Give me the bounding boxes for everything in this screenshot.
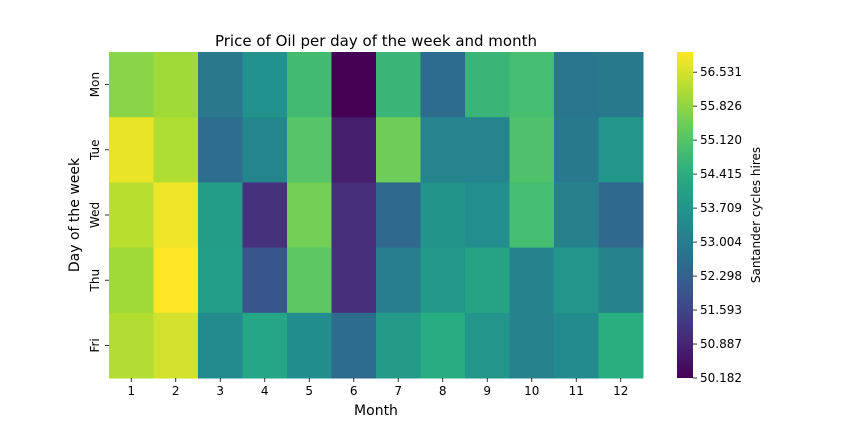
heatmap-cell (109, 312, 154, 379)
y-tick-label: Wed (88, 202, 102, 228)
x-tick-label: 8 (439, 384, 447, 398)
colorbar-tick-label: 56.531 (700, 65, 742, 79)
x-axis-ticks: 1 2 3 4 5 6 7 8 9 10 11 12 (127, 378, 628, 398)
heatmap-cell (331, 247, 377, 314)
heatmap-cell (198, 117, 243, 183)
colorbar-tick-label: 51.593 (700, 303, 742, 317)
x-tick-label: 1 (127, 384, 135, 398)
heatmap-cell (420, 182, 466, 249)
heatmap-cell (287, 247, 332, 314)
colorbar-tick-label: 54.415 (700, 167, 742, 181)
heatmap-cell (198, 247, 243, 314)
heatmap-cell (420, 52, 466, 118)
heatmap-cell (554, 182, 599, 249)
heatmap-cell (509, 247, 555, 314)
colorbar-tick-label: 50.887 (700, 337, 742, 351)
colorbar-tick-label: 52.298 (700, 269, 742, 283)
x-tick-label: 12 (613, 384, 628, 398)
heatmap-cell (153, 52, 199, 118)
colorbar-label: Santander cycles hires (749, 147, 763, 283)
heatmap-cell (554, 52, 599, 118)
heatmap-cell (465, 247, 510, 314)
x-axis-label: Month (354, 403, 398, 419)
heatmap-cell (198, 182, 243, 249)
x-tick-label: 6 (350, 384, 358, 398)
heatmap-cell (287, 52, 332, 118)
y-tick-label: Tue (88, 140, 102, 162)
heatmap-cell (554, 247, 599, 314)
heatmap-cell (109, 182, 154, 249)
heatmap-cell (242, 52, 288, 118)
heatmap-cell (598, 52, 644, 118)
heatmap-cell (509, 312, 555, 379)
x-tick-label: 7 (394, 384, 402, 398)
heatmap-cell (554, 117, 599, 183)
y-axis-label: Day of the week (67, 157, 83, 272)
heatmap-cell (331, 312, 377, 379)
x-tick-label: 2 (172, 384, 180, 398)
heatmap-cell (153, 312, 199, 379)
heatmap-cell (420, 312, 466, 379)
heatmap-cell (153, 247, 199, 314)
heatmap-cell (331, 52, 377, 118)
heatmap-cell (598, 247, 644, 314)
colorbar-ticks: 56.531 55.826 55.120 54.415 53.709 53.004 52.2… (693, 65, 742, 385)
x-tick-label: 11 (569, 384, 584, 398)
colorbar-tick-label: 50.182 (700, 371, 742, 385)
heatmap-cell (242, 247, 288, 314)
heatmap-cell (109, 117, 154, 183)
heatmap-cell (465, 182, 510, 249)
heatmap-cell (287, 312, 332, 379)
heatmap-cell (465, 52, 510, 118)
heatmap-cell (465, 117, 510, 183)
heatmap-cell (376, 117, 421, 183)
x-tick-label: 9 (483, 384, 491, 398)
heatmap-cell (376, 52, 421, 118)
heatmap-cell (109, 52, 154, 118)
heatmap-cell (331, 182, 377, 249)
heatmap-cell (376, 247, 421, 314)
heatmap-cell (242, 117, 288, 183)
x-tick-label: 5 (305, 384, 313, 398)
y-axis-ticks: Mon Tue Wed Thu Fri (88, 72, 109, 353)
heatmap-cell (153, 117, 199, 183)
heatmap-cell (109, 247, 154, 314)
y-tick-label: Thu (88, 269, 102, 293)
heatmap-cell (598, 182, 644, 249)
heatmap-cell (598, 312, 644, 379)
heatmap-cell (242, 182, 288, 249)
chart-title: Price of Oil per day of the week and mon… (215, 32, 537, 50)
heatmap-cell (598, 117, 644, 183)
y-tick-label: Mon (88, 72, 102, 97)
colorbar-tick-label: 53.709 (700, 201, 742, 215)
colorbar-tick-label: 55.826 (700, 99, 742, 113)
heatmap-cell (420, 247, 466, 314)
heatmap-cell (198, 52, 243, 118)
heatmap-cell (198, 312, 243, 379)
heatmap-cell (465, 312, 510, 379)
heatmap-cell (420, 117, 466, 183)
heatmap-cell (331, 117, 377, 183)
colorbar (677, 52, 693, 378)
heatmap-cell (153, 182, 199, 249)
heatmap-cell (376, 182, 421, 249)
heatmap-cell (554, 312, 599, 379)
x-tick-label: 3 (216, 384, 224, 398)
heatmap-cell (509, 182, 555, 249)
x-tick-label: 10 (524, 384, 539, 398)
colorbar-tick-label: 53.004 (700, 235, 742, 249)
heatmap-cell (242, 312, 288, 379)
heatmap-cell (509, 117, 555, 183)
heatmap-cell (509, 52, 555, 118)
heatmap-cell (287, 117, 332, 183)
x-tick-label: 4 (261, 384, 269, 398)
y-tick-label: Fri (88, 338, 102, 352)
colorbar-tick-label: 55.120 (700, 133, 742, 147)
heatmap-cell (287, 182, 332, 249)
heatmap-cells (109, 52, 644, 379)
heatmap-cell (376, 312, 421, 379)
